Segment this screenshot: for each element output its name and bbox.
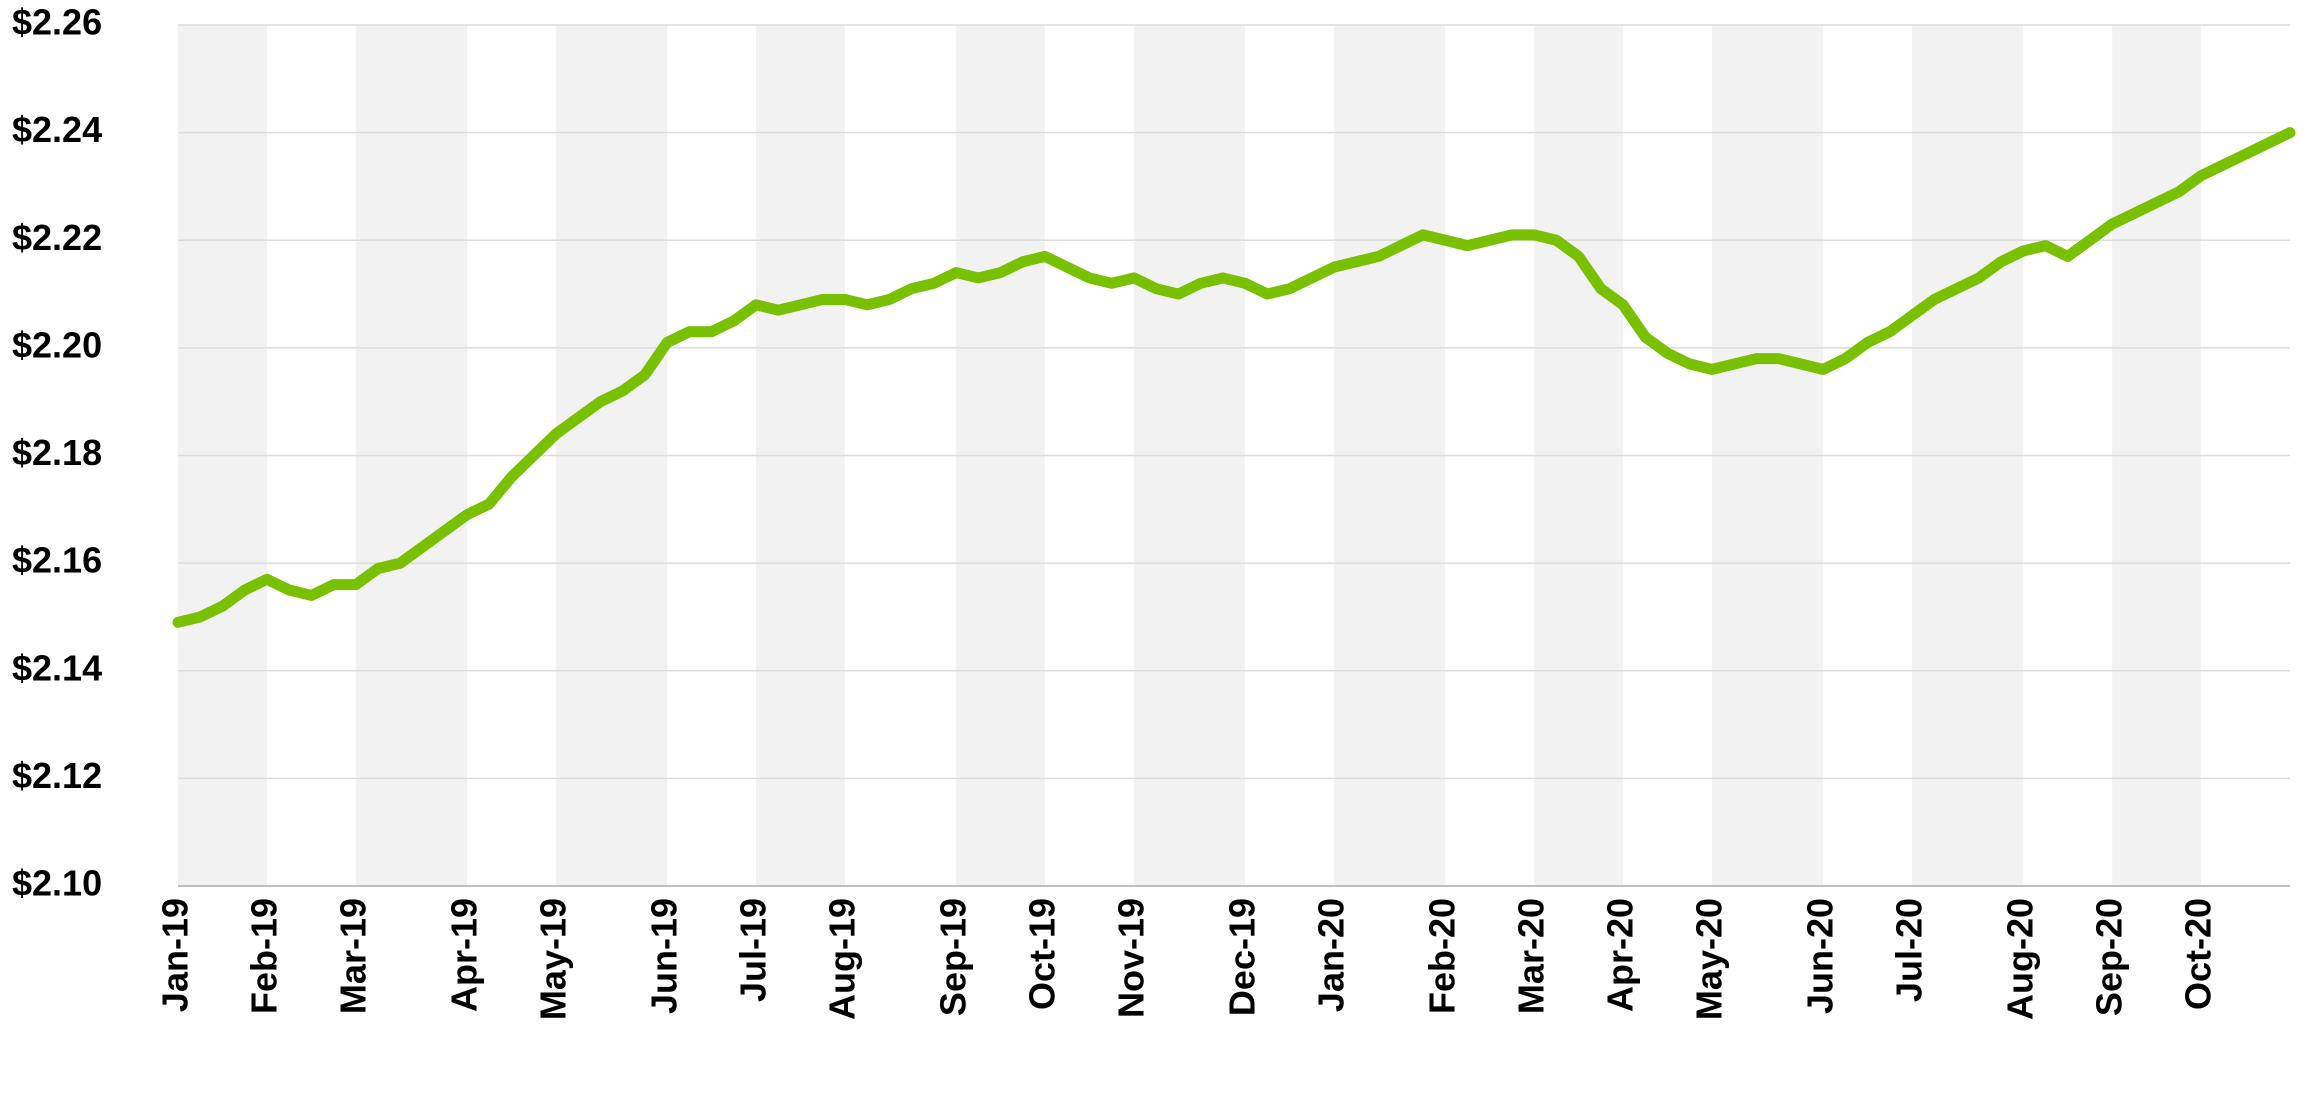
x-tick-label: Jul-19 bbox=[733, 898, 774, 1002]
x-tick-label: Jun-20 bbox=[1800, 898, 1841, 1014]
x-tick-label: Dec-19 bbox=[1222, 898, 1263, 1016]
y-tick-label: $2.12 bbox=[12, 755, 102, 796]
x-tick-label: Jul-20 bbox=[1889, 898, 1930, 1002]
x-tick-label: Mar-19 bbox=[332, 898, 373, 1014]
x-tick-label: Sep-19 bbox=[933, 898, 974, 1016]
y-tick-label: $2.18 bbox=[12, 432, 102, 473]
price-line bbox=[172, 127, 2296, 628]
x-tick-label: May-20 bbox=[1688, 898, 1729, 1020]
x-tick-label: Aug-19 bbox=[821, 898, 862, 1020]
y-tick-label: $2.22 bbox=[12, 217, 102, 258]
x-tick-label: Nov-19 bbox=[1110, 898, 1151, 1018]
x-tick-label: Aug-20 bbox=[2000, 898, 2041, 1020]
x-tick-label: Feb-20 bbox=[1422, 898, 1463, 1014]
x-tick-label: Oct-19 bbox=[1022, 898, 1063, 1010]
x-tick-label: Apr-19 bbox=[444, 898, 485, 1012]
x-tick-label: Oct-20 bbox=[2178, 898, 2219, 1010]
y-tick-label: $2.24 bbox=[12, 109, 102, 150]
y-tick-label: $2.16 bbox=[12, 540, 102, 581]
x-tick-label: Mar-20 bbox=[1511, 898, 1552, 1014]
y-tick-label: $2.10 bbox=[12, 863, 102, 904]
x-tick-label: Sep-20 bbox=[2089, 898, 2130, 1016]
y-tick-label: $2.14 bbox=[12, 647, 102, 688]
x-tick-label: Jan-19 bbox=[155, 898, 196, 1012]
x-tick-label: Jun-19 bbox=[644, 898, 685, 1014]
x-tick-label: May-19 bbox=[532, 898, 573, 1020]
x-tick-label: Jan-20 bbox=[1311, 898, 1352, 1012]
x-tick-label: Apr-20 bbox=[1600, 898, 1641, 1012]
x-tick-label: Feb-19 bbox=[243, 898, 284, 1014]
y-tick-label: $2.26 bbox=[12, 2, 102, 43]
y-tick-label: $2.20 bbox=[12, 324, 102, 365]
